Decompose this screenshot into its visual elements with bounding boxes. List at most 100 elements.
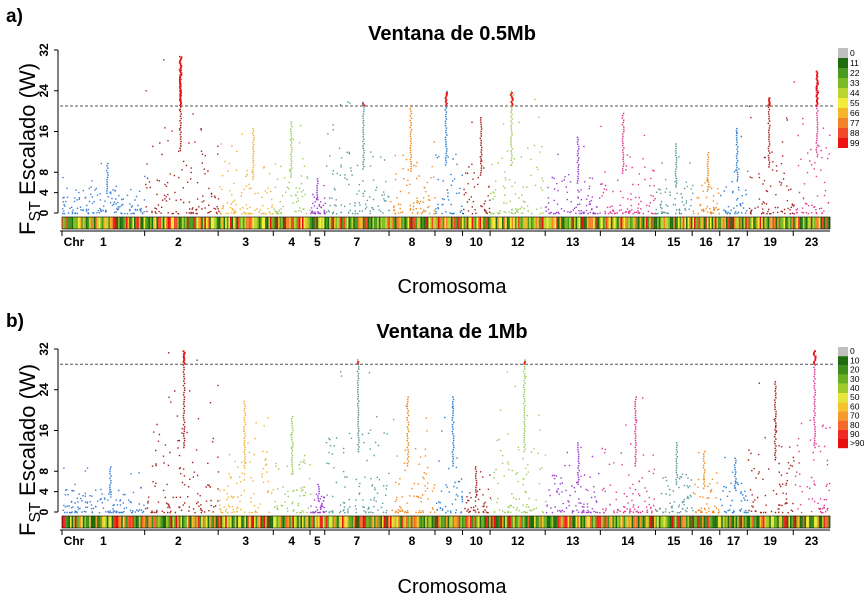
density-bar bbox=[665, 217, 667, 229]
density-bar bbox=[174, 217, 176, 229]
density-bar bbox=[772, 516, 775, 528]
density-bar bbox=[607, 516, 610, 528]
density-bar bbox=[540, 217, 543, 229]
density-bar bbox=[396, 217, 399, 229]
density-bar bbox=[468, 516, 471, 528]
density-bar bbox=[284, 516, 287, 528]
chromosome-scatter bbox=[720, 132, 749, 215]
density-bar bbox=[542, 217, 544, 229]
density-bar bbox=[711, 217, 714, 229]
density-bar bbox=[825, 516, 827, 528]
x-tick-label: 23 bbox=[805, 235, 819, 249]
density-bar bbox=[778, 217, 781, 229]
density-bar bbox=[250, 516, 253, 528]
density-bar bbox=[337, 217, 339, 229]
chromosome-peak bbox=[621, 112, 625, 174]
panel-letter: a) bbox=[6, 6, 23, 27]
density-bar bbox=[646, 217, 648, 229]
y-tick-label: 32 bbox=[37, 342, 51, 356]
density-bar bbox=[90, 217, 93, 229]
density-bar bbox=[774, 516, 776, 528]
density-bar bbox=[73, 516, 75, 528]
density-bar bbox=[364, 217, 367, 229]
density-bar bbox=[505, 217, 507, 229]
density-bar bbox=[716, 516, 719, 528]
density-bar bbox=[756, 217, 759, 229]
chromosome-2-points bbox=[145, 350, 220, 514]
density-bar bbox=[492, 217, 495, 229]
density-bar bbox=[215, 217, 218, 229]
density-bar bbox=[684, 217, 687, 229]
manhattan-chart-a: a) Ventana de 0.5Mb FST Escalado (W) Cro… bbox=[6, 6, 860, 298]
density-bar bbox=[204, 516, 207, 528]
density-bar bbox=[359, 516, 362, 528]
density-bar bbox=[391, 217, 394, 229]
density-bar bbox=[207, 217, 210, 229]
density-bar bbox=[366, 217, 368, 229]
density-bar bbox=[327, 217, 330, 229]
density-bar bbox=[734, 516, 736, 528]
density-bar bbox=[674, 516, 677, 528]
density-bar bbox=[690, 217, 693, 229]
density-bar bbox=[65, 217, 67, 229]
density-bar bbox=[196, 217, 199, 229]
density-bar bbox=[140, 217, 143, 229]
density-bar bbox=[321, 516, 323, 528]
density-bar bbox=[281, 217, 283, 229]
density-bar bbox=[655, 516, 658, 528]
density-bar bbox=[572, 516, 575, 528]
density-bar bbox=[346, 217, 349, 229]
density-bar bbox=[636, 516, 639, 528]
density-bar bbox=[417, 217, 419, 229]
density-bar bbox=[113, 516, 115, 528]
chromosome-scatter bbox=[310, 493, 326, 514]
density-bar bbox=[506, 217, 509, 229]
density-bar bbox=[375, 516, 378, 528]
density-bar bbox=[164, 217, 167, 229]
density-bar bbox=[250, 217, 253, 229]
chromosome-peak bbox=[815, 71, 819, 158]
density-bar bbox=[505, 516, 507, 528]
density-bar bbox=[662, 516, 664, 528]
density-bar bbox=[167, 516, 170, 528]
density-bar bbox=[146, 217, 149, 229]
density-bar bbox=[809, 516, 811, 528]
density-bar bbox=[274, 217, 277, 229]
density-bar bbox=[401, 516, 403, 528]
density-bar bbox=[729, 516, 731, 528]
density-bar bbox=[804, 217, 807, 229]
density-bar bbox=[68, 516, 71, 528]
density-bar bbox=[428, 516, 431, 528]
density-bar bbox=[326, 516, 328, 528]
density-bar bbox=[514, 217, 517, 229]
density-bar bbox=[382, 516, 384, 528]
density-bar bbox=[282, 217, 285, 229]
density-bar bbox=[207, 516, 210, 528]
density-bar bbox=[705, 217, 707, 229]
density-bar bbox=[548, 516, 551, 528]
density-bar bbox=[402, 217, 405, 229]
density-bar bbox=[122, 516, 125, 528]
density-bar bbox=[703, 217, 706, 229]
density-bar bbox=[367, 217, 370, 229]
density-bar bbox=[353, 516, 355, 528]
density-bar bbox=[534, 516, 536, 528]
density-bar bbox=[817, 217, 819, 229]
x-tick-label: 2 bbox=[175, 235, 182, 249]
density-bar bbox=[713, 217, 715, 229]
density-bar bbox=[113, 217, 115, 229]
chromosome-scatter bbox=[435, 107, 464, 215]
density-bar bbox=[367, 516, 370, 528]
density-bar bbox=[548, 217, 551, 229]
density-bar bbox=[161, 516, 163, 528]
density-bar bbox=[759, 217, 762, 229]
density-bar bbox=[487, 217, 490, 229]
density-bar bbox=[727, 516, 730, 528]
density-bar bbox=[580, 217, 583, 229]
chromosome-scatter bbox=[325, 101, 390, 215]
chromosome-7-points bbox=[325, 101, 390, 215]
density-bar bbox=[446, 516, 448, 528]
significant-points bbox=[812, 350, 817, 365]
density-bar bbox=[562, 516, 565, 528]
density-bar bbox=[481, 516, 483, 528]
